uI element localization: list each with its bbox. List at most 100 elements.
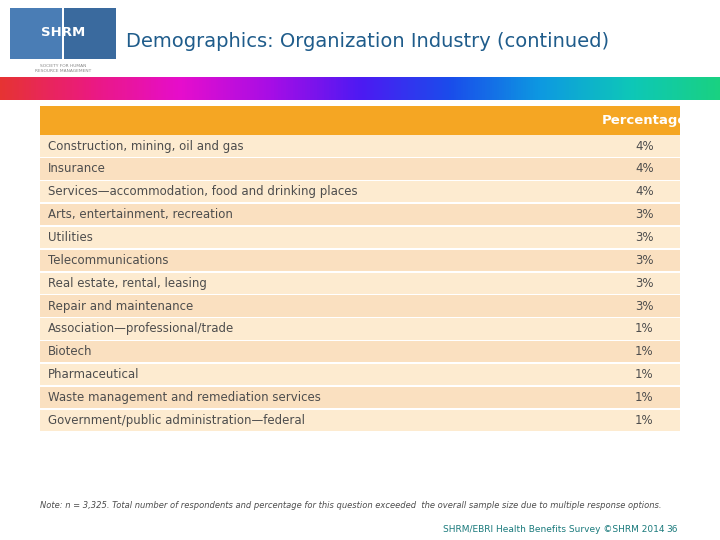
- Bar: [288, 77, 290, 100]
- Bar: [9, 77, 12, 100]
- Bar: [701, 77, 703, 100]
- Bar: [252, 77, 254, 100]
- Bar: [499, 77, 502, 100]
- Bar: [374, 77, 377, 100]
- Bar: [667, 77, 670, 100]
- Bar: [516, 77, 518, 100]
- Bar: [603, 77, 605, 100]
- Bar: [81, 77, 84, 100]
- Bar: [307, 77, 310, 100]
- Bar: [706, 77, 708, 100]
- Bar: [547, 77, 549, 100]
- Bar: [684, 77, 686, 100]
- Bar: [578, 77, 581, 100]
- Bar: [569, 77, 571, 100]
- Bar: [225, 77, 228, 100]
- Bar: [670, 77, 672, 100]
- Bar: [2, 77, 5, 100]
- Bar: [38, 77, 41, 100]
- Bar: [34, 77, 36, 100]
- Bar: [463, 77, 466, 100]
- Bar: [94, 77, 96, 100]
- Text: 4%: 4%: [635, 139, 654, 152]
- Bar: [593, 77, 595, 100]
- Bar: [456, 77, 459, 100]
- Text: 4%: 4%: [635, 163, 654, 176]
- Bar: [662, 77, 665, 100]
- Bar: [286, 77, 288, 100]
- Bar: [283, 77, 286, 100]
- Bar: [387, 77, 389, 100]
- Bar: [120, 77, 122, 100]
- Bar: [211, 77, 214, 100]
- Bar: [449, 77, 451, 100]
- Bar: [427, 77, 430, 100]
- Bar: [567, 77, 569, 100]
- Text: 3%: 3%: [635, 208, 654, 221]
- Bar: [180, 77, 182, 100]
- Bar: [22, 77, 24, 100]
- Bar: [101, 77, 103, 100]
- Bar: [110, 77, 113, 100]
- Bar: [441, 77, 444, 100]
- Bar: [353, 77, 355, 100]
- Bar: [693, 77, 696, 100]
- Bar: [689, 77, 691, 100]
- FancyBboxPatch shape: [40, 204, 680, 225]
- Bar: [173, 77, 175, 100]
- Bar: [89, 77, 91, 100]
- Bar: [163, 77, 166, 100]
- Bar: [588, 77, 590, 100]
- Bar: [641, 77, 643, 100]
- Bar: [492, 77, 495, 100]
- Bar: [362, 77, 365, 100]
- Bar: [557, 77, 559, 100]
- Bar: [408, 77, 410, 100]
- Bar: [214, 77, 216, 100]
- FancyBboxPatch shape: [40, 273, 680, 294]
- Bar: [590, 77, 593, 100]
- Bar: [562, 77, 564, 100]
- Bar: [513, 77, 516, 100]
- Bar: [235, 77, 238, 100]
- Text: Construction, mining, oil and gas: Construction, mining, oil and gas: [48, 139, 244, 152]
- Bar: [657, 77, 660, 100]
- Bar: [554, 77, 557, 100]
- Bar: [559, 77, 562, 100]
- Bar: [293, 77, 295, 100]
- Text: Utilities: Utilities: [48, 231, 93, 244]
- Bar: [245, 77, 247, 100]
- Bar: [403, 77, 405, 100]
- Bar: [175, 77, 178, 100]
- Bar: [490, 77, 492, 100]
- Bar: [12, 77, 14, 100]
- Bar: [343, 77, 346, 100]
- Bar: [389, 77, 391, 100]
- Bar: [410, 77, 413, 100]
- Bar: [185, 77, 187, 100]
- Bar: [509, 77, 511, 100]
- Text: Biotech: Biotech: [48, 345, 93, 359]
- Bar: [259, 77, 261, 100]
- Bar: [475, 77, 477, 100]
- Bar: [130, 77, 132, 100]
- Bar: [91, 77, 94, 100]
- Bar: [369, 77, 372, 100]
- Bar: [5, 77, 7, 100]
- Text: SOCIETY FOR HUMAN
RESOURCE MANAGEMENT: SOCIETY FOR HUMAN RESOURCE MANAGEMENT: [35, 64, 91, 73]
- Bar: [423, 77, 425, 100]
- Bar: [103, 77, 106, 100]
- Bar: [336, 77, 338, 100]
- Bar: [384, 77, 387, 100]
- Bar: [708, 77, 711, 100]
- Bar: [473, 77, 475, 100]
- Bar: [142, 77, 144, 100]
- Bar: [266, 77, 269, 100]
- Text: 1%: 1%: [635, 414, 654, 427]
- Bar: [182, 77, 185, 100]
- Bar: [542, 77, 545, 100]
- Bar: [653, 77, 655, 100]
- Bar: [703, 77, 706, 100]
- Text: Repair and maintenance: Repair and maintenance: [48, 300, 194, 313]
- Bar: [518, 77, 521, 100]
